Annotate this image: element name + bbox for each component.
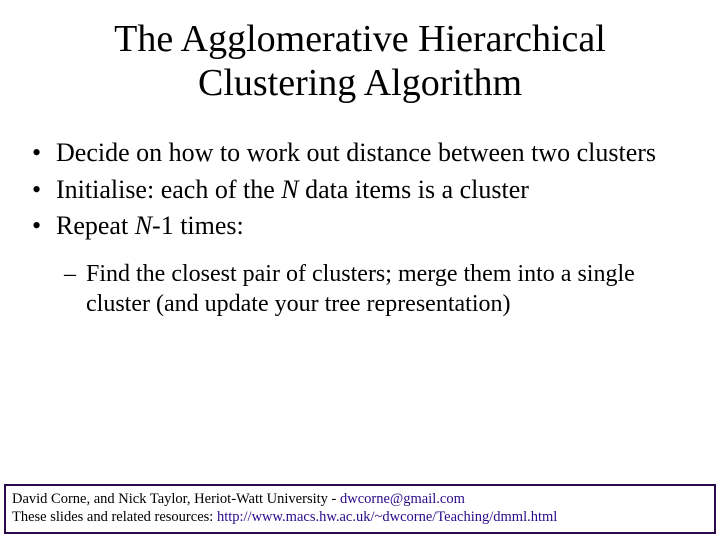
- bullet-text: data items is a cluster: [299, 175, 529, 204]
- footer-email-link[interactable]: dwcorne@gmail.com: [340, 491, 465, 507]
- slide-body: Decide on how to work out distance betwe…: [0, 113, 720, 319]
- sub-bullet-item: Find the closest pair of clusters; merge…: [64, 259, 692, 319]
- sub-bullet-text: Find the closest pair of clusters; merge…: [86, 261, 635, 317]
- bullet-list: Decide on how to work out distance betwe…: [28, 137, 692, 243]
- footer-line-2: These slides and related resources: http…: [12, 508, 708, 526]
- title-line-1: The Agglomerative Hierarchical: [114, 18, 606, 60]
- bullet-italic: N: [281, 175, 298, 204]
- bullet-item: Repeat N-1 times:: [28, 210, 692, 243]
- footer-url-link[interactable]: http://www.macs.hw.ac.uk/~dwcorne/Teachi…: [217, 509, 557, 525]
- footer-box: David Corne, and Nick Taylor, Heriot-Wat…: [4, 484, 716, 534]
- bullet-text: Repeat: [56, 211, 135, 240]
- footer-line-1: David Corne, and Nick Taylor, Heriot-Wat…: [12, 490, 708, 508]
- sub-bullet-list: Find the closest pair of clusters; merge…: [28, 259, 692, 319]
- bullet-italic: N: [135, 211, 152, 240]
- title-line-2: Clustering Algorithm: [198, 62, 522, 104]
- bullet-item: Decide on how to work out distance betwe…: [28, 137, 692, 170]
- footer-text: These slides and related resources:: [12, 509, 217, 525]
- bullet-item: Initialise: each of the N data items is …: [28, 174, 692, 207]
- slide: The Agglomerative Hierarchical Clusterin…: [0, 0, 720, 540]
- footer-text: David Corne, and Nick Taylor, Heriot-Wat…: [12, 491, 340, 507]
- slide-title: The Agglomerative Hierarchical Clusterin…: [0, 0, 720, 113]
- bullet-text: Initialise: each of the: [56, 175, 281, 204]
- bullet-text: Decide on how to work out distance betwe…: [56, 138, 656, 167]
- bullet-text: -1 times:: [152, 211, 244, 240]
